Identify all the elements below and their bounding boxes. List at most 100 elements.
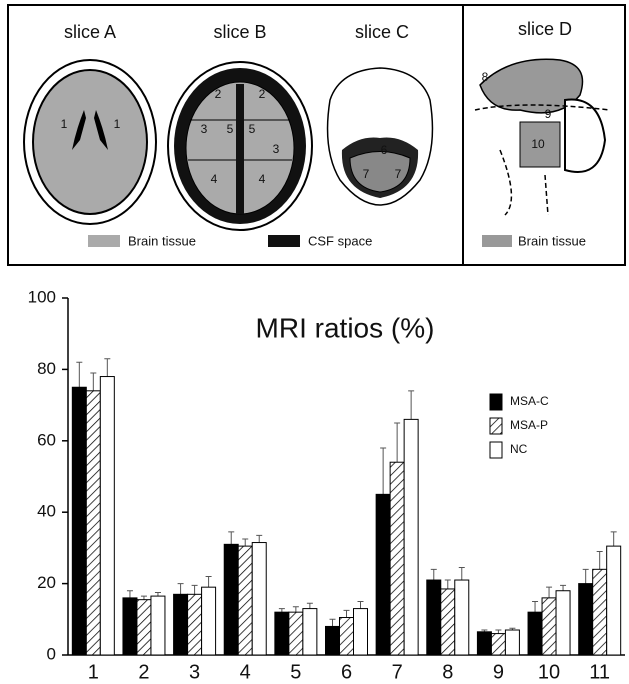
legend-label: Brain tissue [518, 233, 586, 248]
bar [556, 591, 570, 655]
bar [477, 632, 491, 655]
figure: slice A slice B slice C slice D 1 1 2 2 … [0, 0, 629, 684]
region-label: 2 [259, 87, 266, 101]
region-label: 9 [545, 107, 552, 121]
y-tick-label: 20 [37, 573, 56, 592]
error-bar [408, 391, 414, 420]
error-bar [293, 607, 299, 612]
slice-label: slice C [355, 22, 409, 42]
error-bar [597, 551, 603, 569]
cerebellum [565, 100, 605, 173]
page: slice A slice B slice C slice D 1 1 2 2 … [0, 0, 629, 684]
bar [86, 391, 100, 655]
y-tick-label: 60 [37, 430, 56, 449]
region-label: 5 [249, 122, 256, 136]
bar [275, 612, 289, 655]
legend-label: CSF space [308, 233, 372, 248]
error-bar [178, 584, 184, 595]
bar [123, 598, 137, 655]
error-bar [358, 601, 364, 608]
region-label: 4 [259, 172, 266, 186]
error-bar [380, 448, 386, 494]
legend-label: MSA-C [510, 394, 549, 408]
x-tick-label: 7 [392, 661, 403, 683]
x-tick-label: 2 [138, 661, 149, 683]
error-bar [344, 610, 350, 617]
error-bar [155, 593, 161, 597]
error-bar [307, 603, 313, 608]
x-tick-label: 8 [442, 661, 453, 683]
bar [579, 584, 593, 655]
error-bar [206, 576, 212, 587]
bar [354, 609, 368, 655]
bar [376, 494, 390, 655]
region-label: 1 [61, 117, 68, 131]
error-bar [90, 373, 96, 391]
region-label: 7 [395, 167, 402, 181]
x-tick-label: 5 [290, 661, 301, 683]
x-tick-label: 4 [240, 661, 251, 683]
chart-title: MRI ratios (%) [256, 312, 435, 343]
bar [340, 618, 354, 655]
x-tick-label: 10 [538, 661, 560, 683]
region-label: 3 [201, 122, 208, 136]
slice-label: slice D [518, 19, 572, 39]
legend-label: NC [510, 442, 528, 456]
region-label: 3 [273, 142, 280, 156]
bar [404, 419, 418, 655]
bar [202, 587, 216, 655]
error-bar [560, 585, 566, 590]
bar [542, 598, 556, 655]
bar [505, 630, 519, 655]
region-label: 8 [482, 70, 489, 84]
error-bar [330, 619, 336, 626]
slice-label: slice B [213, 22, 266, 42]
error-bar [127, 591, 133, 598]
bar [491, 634, 505, 655]
region-label: 1 [114, 117, 121, 131]
slice-label: slice A [64, 22, 116, 42]
region-label: 6 [381, 143, 388, 157]
legend-label: MSA-P [510, 418, 548, 432]
y-tick-label: 40 [37, 502, 56, 521]
error-bar [445, 580, 451, 589]
legend-swatch [482, 235, 512, 247]
error-bar [611, 532, 617, 546]
y-tick-label: 80 [37, 359, 56, 378]
bar [303, 609, 317, 655]
bar [100, 377, 114, 655]
region-label: 2 [215, 87, 222, 101]
legend-swatch [490, 442, 502, 458]
error-bar [546, 587, 552, 598]
diagram-panel: slice A slice B slice C slice D 1 1 2 2 … [8, 5, 625, 265]
bar [427, 580, 441, 655]
x-tick-label: 11 [589, 661, 610, 683]
error-bar [104, 359, 110, 377]
bar [528, 612, 542, 655]
x-tick-label: 9 [493, 661, 504, 683]
bar [238, 546, 252, 655]
error-bar [256, 535, 262, 542]
legend-swatch [268, 235, 300, 247]
x-tick-label: 1 [88, 661, 99, 683]
bar [137, 600, 151, 655]
region-label: 10 [531, 137, 545, 151]
x-tick-label: 3 [189, 661, 200, 683]
y-tick-label: 0 [47, 644, 56, 663]
error-bar [279, 609, 285, 613]
legend-swatch [88, 235, 120, 247]
error-bar [228, 532, 234, 544]
region-label: 7 [363, 167, 370, 181]
error-bar [76, 362, 82, 387]
bar [252, 543, 266, 655]
error-bar [192, 585, 198, 594]
bar [607, 546, 621, 655]
error-bar [242, 539, 248, 546]
legend-label: Brain tissue [128, 233, 196, 248]
bar [72, 387, 86, 655]
bar [289, 612, 303, 655]
bar [188, 594, 202, 655]
error-bar [431, 569, 437, 580]
bar [224, 544, 238, 655]
error-bar [141, 596, 147, 600]
